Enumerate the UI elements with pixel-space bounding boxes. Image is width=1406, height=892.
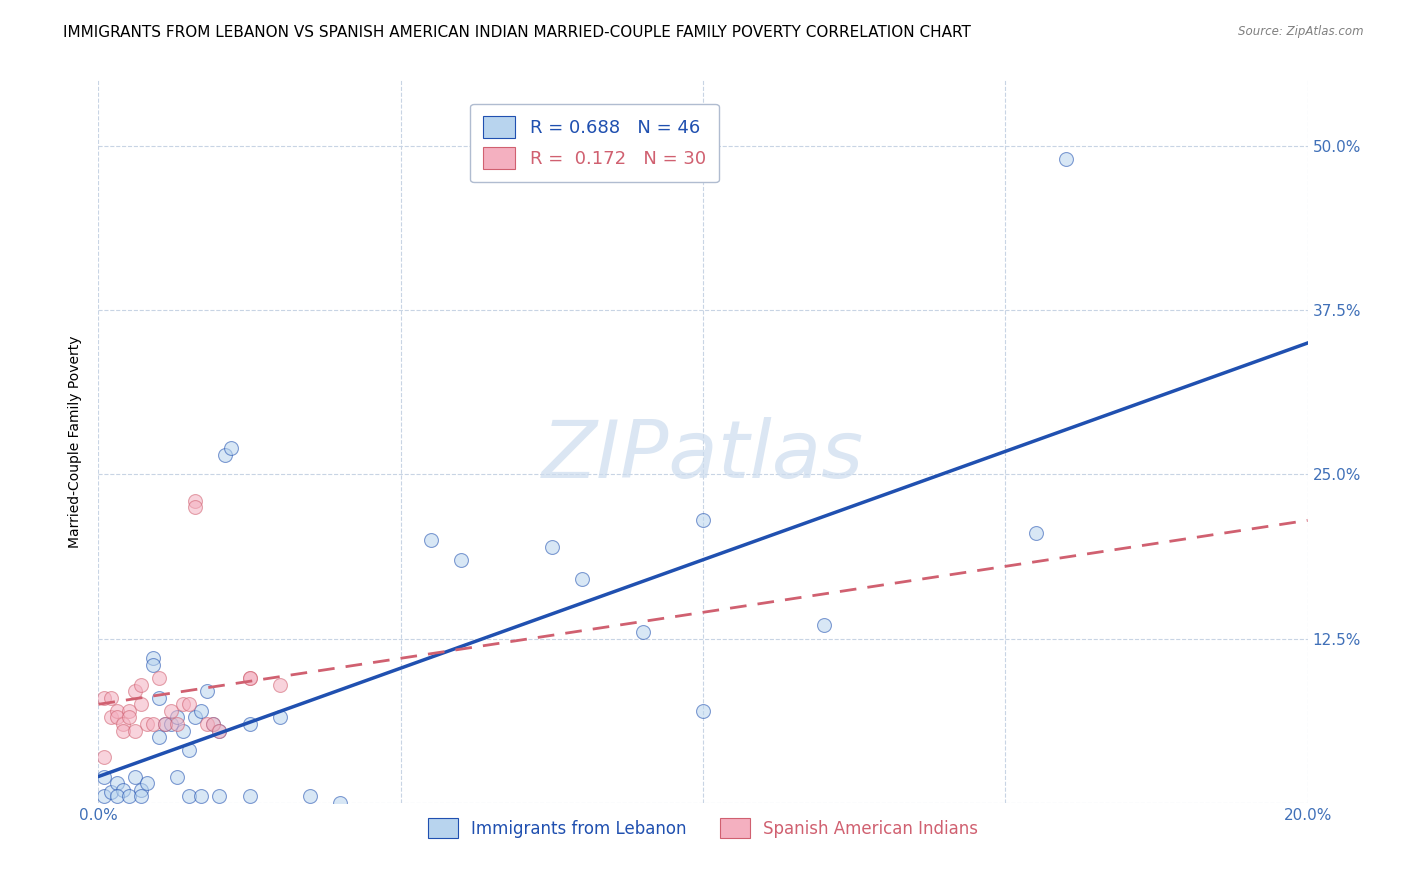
Text: Source: ZipAtlas.com: Source: ZipAtlas.com	[1239, 25, 1364, 38]
Point	[100, 785, 122, 799]
Point	[148, 690, 170, 705]
Point	[190, 704, 212, 718]
Point	[105, 776, 128, 790]
Point	[153, 717, 176, 731]
Point	[239, 671, 262, 685]
Text: IMMIGRANTS FROM LEBANON VS SPANISH AMERICAN INDIAN MARRIED-COUPLE FAMILY POVERTY: IMMIGRANTS FROM LEBANON VS SPANISH AMERI…	[63, 25, 972, 40]
Point	[208, 723, 231, 738]
Text: ZIPatlas: ZIPatlas	[541, 417, 865, 495]
Point	[202, 717, 225, 731]
Point	[111, 782, 134, 797]
Point	[93, 789, 115, 804]
Point	[184, 710, 207, 724]
Point	[93, 690, 115, 705]
Point	[129, 698, 152, 712]
Point	[692, 704, 714, 718]
Point	[118, 789, 141, 804]
Point	[111, 717, 134, 731]
Point	[160, 704, 183, 718]
Point	[813, 618, 835, 632]
Point	[195, 684, 218, 698]
Point	[105, 710, 128, 724]
Point	[172, 723, 194, 738]
Point	[166, 717, 188, 731]
Point	[631, 625, 654, 640]
Point	[153, 717, 176, 731]
Point	[420, 533, 443, 547]
Point	[179, 698, 201, 712]
Point	[105, 704, 128, 718]
Point	[221, 441, 243, 455]
Point	[142, 651, 165, 665]
Point	[202, 717, 225, 731]
Point	[124, 770, 146, 784]
Point	[129, 789, 152, 804]
Point	[269, 677, 291, 691]
Point	[540, 540, 562, 554]
Point	[450, 553, 472, 567]
Point	[124, 723, 146, 738]
Point	[129, 782, 152, 797]
Y-axis label: Married-Couple Family Poverty: Married-Couple Family Poverty	[69, 335, 83, 548]
Point	[239, 717, 262, 731]
Point	[1024, 526, 1046, 541]
Point	[148, 671, 170, 685]
Point	[124, 684, 146, 698]
Point	[105, 789, 128, 804]
Point	[142, 657, 165, 672]
Point	[329, 796, 352, 810]
Point	[111, 723, 134, 738]
Point	[160, 717, 183, 731]
Point	[239, 789, 262, 804]
Point	[129, 677, 152, 691]
Point	[214, 448, 236, 462]
Point	[239, 671, 262, 685]
Point	[208, 789, 231, 804]
Point	[190, 789, 212, 804]
Point	[1054, 152, 1077, 166]
Point	[148, 730, 170, 744]
Point	[118, 710, 141, 724]
Point	[135, 717, 157, 731]
Point	[184, 500, 207, 515]
Point	[93, 749, 115, 764]
Point	[166, 710, 188, 724]
Point	[184, 493, 207, 508]
Point	[166, 770, 188, 784]
Point	[135, 776, 157, 790]
Point	[299, 789, 322, 804]
Point	[142, 717, 165, 731]
Point	[571, 573, 593, 587]
Point	[179, 743, 201, 757]
Point	[93, 770, 115, 784]
Point	[100, 690, 122, 705]
Point	[179, 789, 201, 804]
Point	[269, 710, 291, 724]
Point	[118, 704, 141, 718]
Point	[195, 717, 218, 731]
Legend: Immigrants from Lebanon, Spanish American Indians: Immigrants from Lebanon, Spanish America…	[420, 812, 986, 845]
Point	[100, 710, 122, 724]
Point	[692, 513, 714, 527]
Point	[208, 723, 231, 738]
Point	[172, 698, 194, 712]
